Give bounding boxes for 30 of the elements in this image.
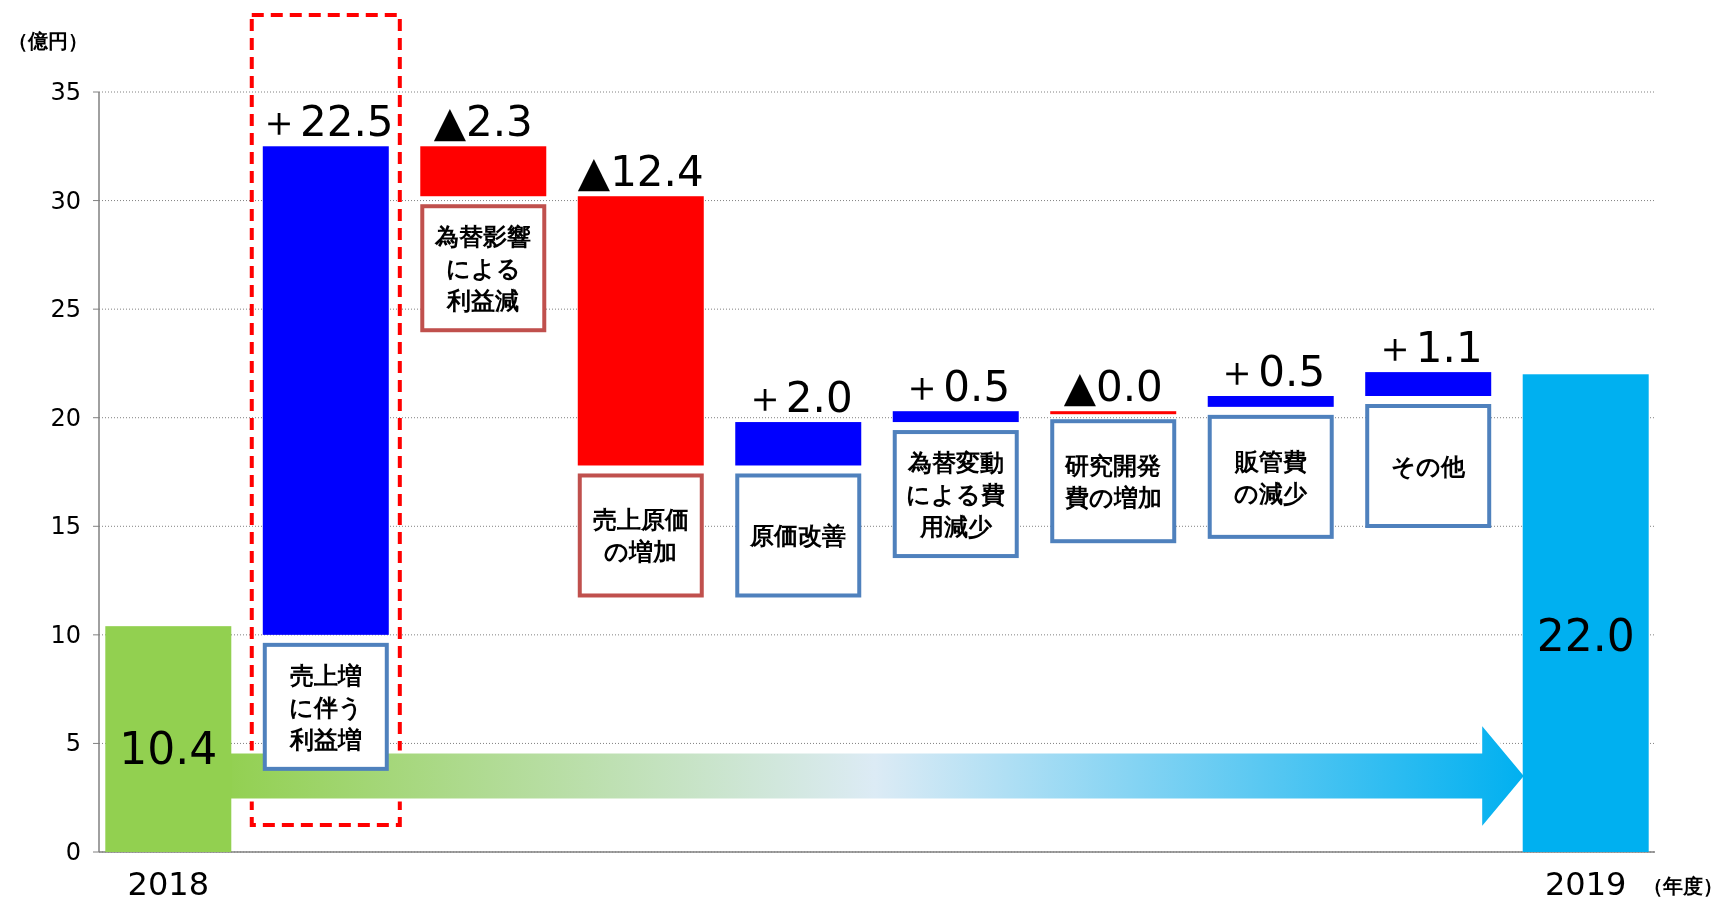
y-tick-label: 15: [50, 512, 81, 541]
data-label: ＋1.1: [1373, 323, 1483, 373]
annotation: 売上増に伴う利益増: [288, 661, 363, 754]
y-tick-label: 5: [65, 729, 81, 758]
x-tick-label: 2018: [127, 865, 210, 901]
data-label: ▲12.4: [577, 147, 704, 197]
y-tick-label: 25: [50, 295, 81, 324]
y-tick-label: 35: [50, 78, 81, 106]
annotation: 原価改善: [749, 522, 847, 551]
data-label: ＋22.5: [258, 97, 394, 147]
y-axis-title: （億円）: [8, 29, 88, 53]
y-tick-label: 10: [50, 620, 81, 649]
x-tick-label: 2019: [1544, 865, 1627, 901]
annotation: その他: [1391, 453, 1467, 481]
y-tick-label: 20: [50, 403, 81, 432]
annotation: 売上原価の増加: [592, 506, 689, 567]
data-label: ▲0.0: [1063, 362, 1163, 412]
y-tick-label: 30: [50, 186, 81, 215]
annotation: 為替影響による利益減: [434, 223, 532, 316]
annotation: 為替変動による費用減少: [906, 449, 1006, 542]
data-label: 10.4: [119, 723, 218, 775]
data-label: ＋2.0: [743, 373, 853, 423]
data-label: 22.0: [1536, 610, 1635, 662]
y-tick-label: 0: [65, 838, 81, 866]
annotation: 販管費の減少: [1233, 447, 1309, 508]
data-label: ＋0.5: [1216, 347, 1326, 396]
x-axis-title: （年度）: [1643, 874, 1723, 898]
annotation: 研究開発費の増加: [1063, 452, 1162, 513]
data-label: ▲2.3: [433, 97, 533, 147]
data-label: ＋0.5: [901, 362, 1011, 412]
